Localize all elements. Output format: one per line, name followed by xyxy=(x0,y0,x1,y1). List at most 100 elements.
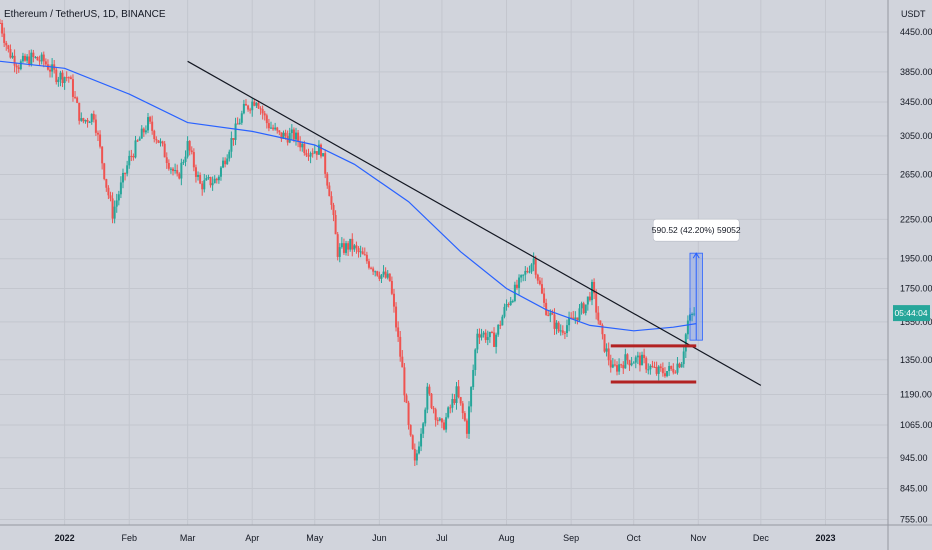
candle-body xyxy=(557,322,560,332)
candle-body xyxy=(611,364,614,368)
last-price-tag-label: 05:44:04 xyxy=(894,308,927,318)
candle-body xyxy=(32,52,35,58)
price-axis[interactable]: 755.00 845.00 945.00 1065.00 1190.00 1350.00 1… xyxy=(900,27,932,524)
candle-body xyxy=(361,251,364,255)
candle-body xyxy=(261,109,264,114)
candle-body xyxy=(334,215,337,235)
candle-body xyxy=(543,293,546,303)
candle-body xyxy=(119,182,122,195)
candle-body xyxy=(434,409,437,421)
candle-body xyxy=(55,69,58,83)
candle-body xyxy=(226,158,229,165)
candle-body xyxy=(503,306,506,317)
candle-body xyxy=(295,132,297,140)
candle-body xyxy=(672,368,675,373)
projection-arrow-head xyxy=(692,252,700,259)
candle-body xyxy=(482,332,485,335)
candle-body xyxy=(536,274,539,281)
candle-body xyxy=(180,162,183,179)
candle-body xyxy=(128,155,131,166)
candle-body xyxy=(691,313,694,315)
candle-body xyxy=(272,127,275,130)
time-tick-label: Apr xyxy=(245,533,259,543)
candle-body xyxy=(211,183,214,186)
candle-body xyxy=(415,453,418,461)
candle-body xyxy=(107,187,110,196)
candle-body xyxy=(338,247,341,257)
candle-body xyxy=(426,386,429,410)
time-tick-label: Jul xyxy=(436,533,448,543)
candle-body xyxy=(449,407,452,409)
candle-body xyxy=(559,330,562,332)
candle-body xyxy=(222,160,225,168)
candle-body xyxy=(194,167,197,177)
time-axis[interactable]: 2022 Feb Mar Apr May Jun Jul Aug Sep Oct Nov Dec 202… xyxy=(55,533,836,543)
candle-body xyxy=(340,243,343,248)
candlestick-series xyxy=(0,19,696,467)
candle-body xyxy=(382,271,385,275)
candle-body xyxy=(305,153,308,156)
candle-body xyxy=(84,119,87,122)
candle-body xyxy=(495,334,498,347)
candle-body xyxy=(213,178,216,184)
price-tick-label: 1950.00 xyxy=(900,254,932,264)
candle-body xyxy=(586,296,589,305)
candle-body xyxy=(115,200,118,207)
candle-body xyxy=(247,105,250,110)
candle-body xyxy=(505,304,508,307)
candle-body xyxy=(342,243,345,253)
candle-body xyxy=(151,121,154,131)
candle-body xyxy=(628,360,631,366)
candle-body xyxy=(659,366,662,369)
candle-body xyxy=(126,165,129,174)
candle-body xyxy=(17,67,20,70)
candle-body xyxy=(330,196,333,205)
candle-body xyxy=(142,128,145,133)
candle-body xyxy=(157,140,160,143)
candle-body xyxy=(480,334,483,338)
candle-body xyxy=(359,251,362,253)
candle-body xyxy=(459,397,462,404)
candle-body xyxy=(224,160,227,165)
candle-body xyxy=(167,163,170,169)
candle-body xyxy=(457,386,460,398)
candle-body xyxy=(591,281,593,301)
price-tick-label: 1065.00 xyxy=(900,420,932,430)
candle-body xyxy=(69,77,72,80)
chart-title: Ethereum / TetherUS, 1D, BINANCE xyxy=(4,9,166,20)
time-tick-label: May xyxy=(306,533,324,543)
candle-body xyxy=(486,337,489,341)
candle-body xyxy=(280,132,283,139)
candle-body xyxy=(186,141,189,157)
candle-body xyxy=(307,155,310,157)
price-tags: 05:44:04 xyxy=(893,305,930,322)
candle-body xyxy=(440,418,443,423)
price-tick-label: 945.00 xyxy=(900,453,928,463)
candle-body xyxy=(582,303,585,314)
candle-body xyxy=(530,264,533,272)
candle-body xyxy=(149,117,152,122)
candle-body xyxy=(478,333,481,338)
candle-body xyxy=(290,129,293,134)
candle-body xyxy=(424,409,427,424)
candle-body xyxy=(574,317,577,320)
candle-body xyxy=(86,119,89,123)
candle-body xyxy=(140,128,143,139)
candle-body xyxy=(445,417,448,430)
candle-body xyxy=(26,56,29,61)
candle-body xyxy=(192,152,195,168)
candle-body xyxy=(205,178,208,181)
candle-body xyxy=(121,172,124,183)
candle-body xyxy=(255,102,258,106)
candle-body xyxy=(301,143,304,148)
candle-body xyxy=(372,268,375,272)
candle-body xyxy=(580,303,583,309)
candle-body xyxy=(336,234,339,257)
candle-body xyxy=(428,386,431,394)
candle-body xyxy=(365,254,368,262)
candle-body xyxy=(309,153,312,157)
time-tick-label: Dec xyxy=(753,533,770,543)
candle-body xyxy=(242,103,245,114)
candle-body xyxy=(117,194,120,201)
